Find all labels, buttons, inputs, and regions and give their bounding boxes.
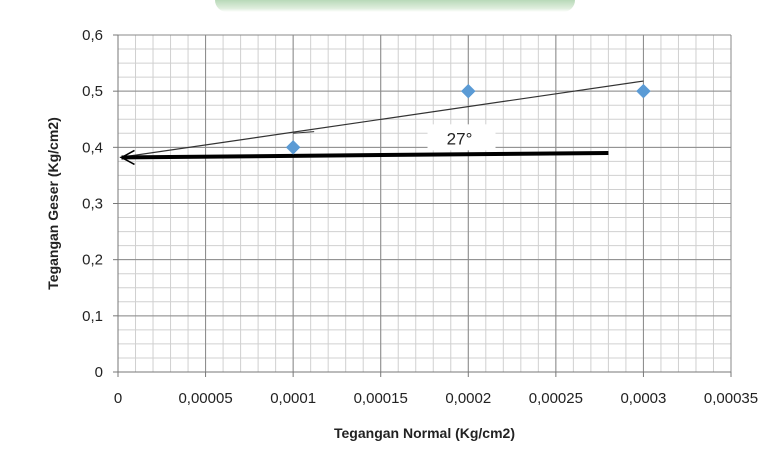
y-tick-label: 0,1 xyxy=(82,308,103,325)
angle-annotation: 27° xyxy=(447,129,473,148)
x-tick-label: 0 xyxy=(114,390,122,407)
trend-line xyxy=(119,80,644,159)
x-tick-label: 0,00035 xyxy=(704,390,758,407)
x-tick-label: 0,00015 xyxy=(354,390,408,407)
lines-layer xyxy=(119,80,644,166)
y-tick-label: 0,5 xyxy=(82,83,103,100)
y-tick-label: 0,6 xyxy=(82,27,103,44)
data-points xyxy=(285,83,651,155)
x-tick-label: 0,00025 xyxy=(529,390,583,407)
data-point xyxy=(636,83,651,99)
data-point xyxy=(285,139,301,155)
reference-line xyxy=(121,150,609,160)
x-tick-label: 0,0002 xyxy=(445,390,491,407)
y-tick-labels: 0 0,1 0,2 0,3 0,4 0,5 0,6 xyxy=(82,27,103,381)
annotation-background xyxy=(427,124,496,151)
y-tick-label: 0,2 xyxy=(82,252,103,269)
y-axis-title: Tegangan Geser (Kg/cm2) xyxy=(45,117,61,289)
x-tick-label: 0,0003 xyxy=(620,390,666,407)
top-decorative-band xyxy=(215,0,575,12)
trend-line-segment xyxy=(293,131,315,134)
x-tick-labels: 0 0,00005 0,0001 0,00015 0,0002 0,00025 0,0003… xyxy=(114,390,758,407)
annotations: 27° xyxy=(427,124,496,151)
data-point xyxy=(460,83,476,99)
y-tick-label: 0,4 xyxy=(82,139,103,156)
axes xyxy=(113,34,732,377)
y-tick-label: 0 xyxy=(95,364,103,381)
arrowhead xyxy=(119,149,135,166)
x-tick-label: 0,0001 xyxy=(270,390,316,407)
x-tick-label: 0,00005 xyxy=(178,390,232,407)
y-tick-label: 0,3 xyxy=(82,196,103,213)
major-grid xyxy=(117,34,732,373)
x-axis-title: Tegangan Normal (Kg/cm2) xyxy=(334,425,515,441)
